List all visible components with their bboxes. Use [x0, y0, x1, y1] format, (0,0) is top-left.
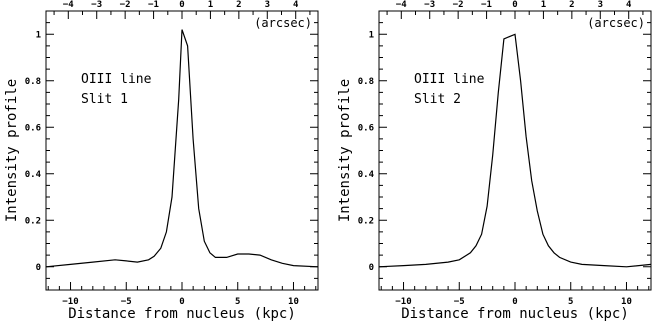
- x2-axis-label: (arcsec): [587, 16, 645, 30]
- x-tick-label: −10: [395, 297, 411, 307]
- annotation-line: Slit 2: [414, 92, 461, 107]
- x2-tick-label: 3: [265, 0, 270, 10]
- plot-frame: [45, 10, 319, 291]
- x-tick-label: −5: [121, 297, 132, 307]
- y-tick-label: 1: [36, 30, 41, 40]
- x2-tick-label: −4: [63, 0, 74, 10]
- x-tick-label: 10: [288, 297, 299, 307]
- x-axis-title: Distance from nucleus (kpc): [401, 306, 629, 322]
- x2-tick-label: 4: [293, 0, 299, 10]
- x-tick-label: 5: [235, 297, 240, 307]
- y-tick-label: 0.4: [25, 170, 42, 180]
- x-tick-label: 10: [621, 297, 632, 307]
- y-tick-label: 0.2: [358, 216, 374, 226]
- y-tick-label: 0.4: [358, 170, 375, 180]
- intensity-series-line: [378, 33, 652, 268]
- chart-panel-1: −10 −5 0 5 10−4 −3 −2 −1 0 1 2 3 400.20.40.60.81(arc…: [4, 0, 319, 322]
- annotation-line: Slit 1: [81, 92, 128, 107]
- x2-tick-label: −1: [481, 0, 492, 10]
- intensity-series-line: [45, 29, 319, 268]
- x2-tick-label: 2: [236, 0, 241, 10]
- x2-tick-label: 0: [179, 0, 184, 10]
- x2-tick-label: −3: [424, 0, 435, 10]
- y-axis-title: Intensity profile: [337, 79, 353, 222]
- x-tick-label: 5: [568, 297, 573, 307]
- x2-tick-label: 2: [569, 0, 574, 10]
- x2-tick-label: 0: [512, 0, 517, 10]
- x2-tick-label: 3: [598, 0, 603, 10]
- x2-axis-label: (arcsec): [254, 16, 312, 30]
- x-tick-label: 0: [179, 297, 184, 307]
- y-tick-label: 1: [369, 30, 374, 40]
- x-tick-label: −10: [62, 297, 78, 307]
- y-tick-label: 0.8: [358, 77, 374, 87]
- plot-frame: [378, 10, 652, 291]
- y-tick-label: 0: [36, 263, 41, 273]
- x-tick-label: −5: [454, 297, 465, 307]
- chart-panel-2: −10 −5 0 5 10−4 −3 −2 −1 0 1 2 3 400.20.40.60.81(arc…: [337, 0, 652, 322]
- x2-tick-label: 1: [541, 0, 546, 10]
- y-tick-label: 0.6: [25, 123, 41, 133]
- x2-tick-label: −1: [148, 0, 159, 10]
- x2-tick-label: −4: [396, 0, 407, 10]
- y-tick-label: 0.6: [358, 123, 374, 133]
- x2-tick-label: 4: [626, 0, 632, 10]
- y-tick-label: 0: [369, 263, 374, 273]
- x2-tick-label: −2: [120, 0, 131, 10]
- y-tick-label: 0.8: [25, 77, 41, 87]
- annotation-line: OIII line: [414, 72, 485, 87]
- y-axis-title: Intensity profile: [4, 79, 20, 222]
- x2-tick-label: 1: [208, 0, 213, 10]
- y-tick-label: 0.2: [25, 216, 41, 226]
- x2-tick-label: −3: [91, 0, 102, 10]
- annotation-line: OIII line: [81, 72, 152, 87]
- x2-tick-label: −2: [453, 0, 464, 10]
- x-tick-label: 0: [512, 297, 517, 307]
- x-axis-title: Distance from nucleus (kpc): [68, 306, 296, 322]
